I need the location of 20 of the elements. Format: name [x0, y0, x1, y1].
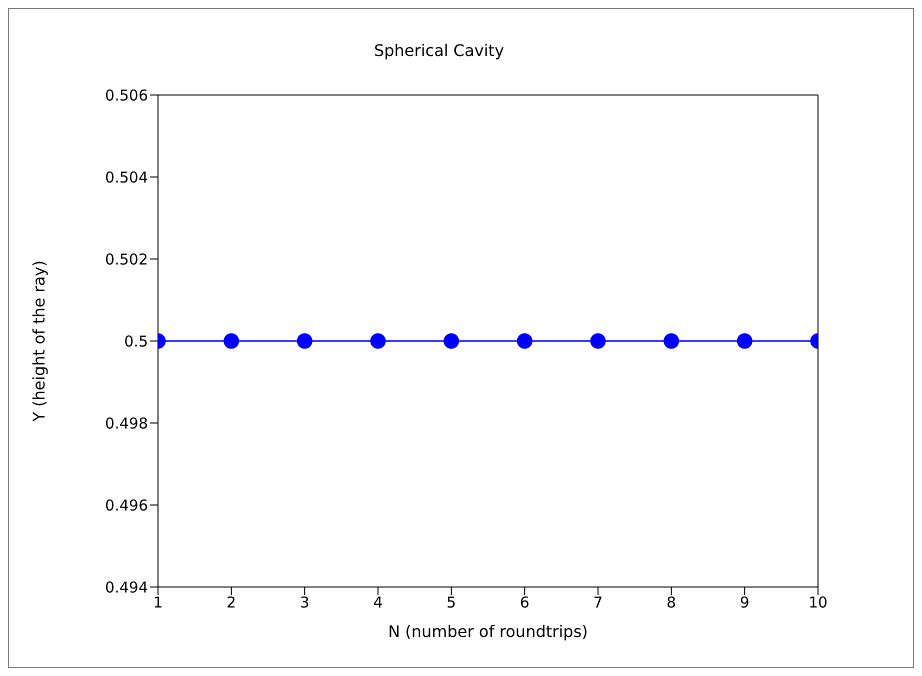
x-tick-label: 4	[373, 594, 383, 612]
x-tick-label: 10	[808, 594, 828, 612]
y-axis-title: Y (height of the ray)	[30, 260, 49, 423]
y-tick-label: 0.496	[105, 496, 148, 514]
y-tick-label: 0.498	[105, 414, 148, 432]
chart-title: Spherical Cavity	[372, 41, 506, 60]
x-tick-label: 5	[446, 594, 456, 612]
x-tick-label: 1	[153, 594, 163, 612]
y-tick-label: 0.502	[105, 250, 148, 268]
x-tick-label: 8	[666, 594, 676, 612]
y-tick-label: 0.494	[105, 578, 148, 596]
y-tick-label: 0.504	[105, 168, 148, 186]
x-axis-title: N (number of roundtrips)	[388, 622, 588, 641]
y-tick-label: 0.5	[124, 332, 148, 350]
x-tick-label: 9	[740, 594, 750, 612]
x-tick-label: 3	[300, 594, 310, 612]
x-tick-label: 6	[520, 594, 530, 612]
x-tick-label: 7	[593, 594, 603, 612]
y-tick-label: 0.506	[105, 86, 148, 104]
x-tick-label: 2	[226, 594, 236, 612]
